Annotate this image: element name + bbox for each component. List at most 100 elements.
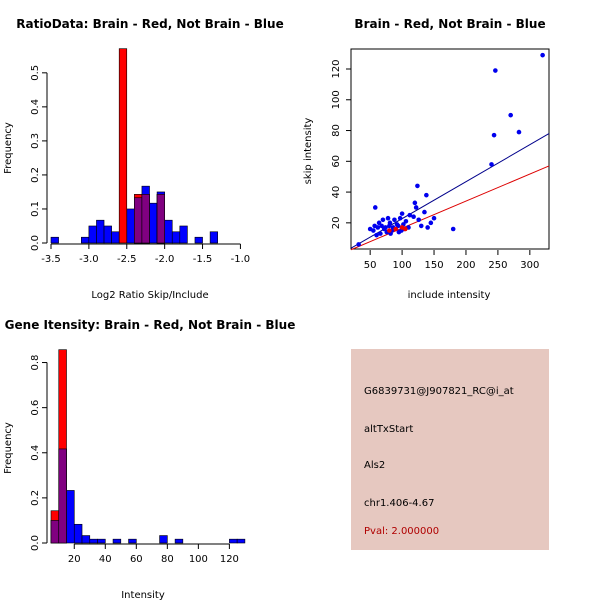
intensity-y-tick-label: 0.4 [30,445,41,461]
scatter-point-not-brain [374,232,379,238]
intensity-bar-not-brain [97,538,106,544]
intensity-histogram-axes: 20 40 60 80 100 120 0.0 0.2 0.4 0.6 0.8 [30,355,239,565]
scatter-point-not-brain [375,225,381,230]
scatter-fit-line [350,133,550,249]
intensity-histogram-xlabel: Intensity [121,590,165,600]
intensity-y-tick-label: 0.2 [30,490,41,506]
ratio-bar-not-brain [171,231,181,244]
scatter-point-not-brain [403,219,409,224]
intensity-bar-not-brain [236,538,246,544]
ratio-histogram-ylabel: Frequency [3,122,14,174]
intensity-bar-not-brain [174,538,184,544]
intensity-bar-not-brain [229,538,238,544]
scatter-point-not-brain [372,205,378,210]
genomic-location: chr1.406-4.67 [364,498,435,509]
scatter-point-not-brain [411,214,416,219]
scatter-point-not-brain [415,183,420,189]
scatter-point-not-brain [356,242,361,247]
ratio-histogram-axes: -3.5 -3.0 -2.5 -2.0 -1.5 -1.0 0.0 0.1 0.2 0.3 0.4 0… [30,65,250,265]
intensity-histogram-title: Gene Itensity: Brain - Red, Not Brain - … [5,318,296,332]
ratio-y-tick-label: 0.2 [30,167,41,183]
intensity-y-tick-label: 0.0 [30,535,41,551]
scatter-xlabel: include intensity [408,290,491,301]
scatter-point-not-brain [489,162,494,167]
scatter-point-not-brain [378,231,383,236]
ratio-x-tick-label: -2.5 [117,254,137,265]
ratio-bar-not-brain [81,236,90,244]
scatter-ylabel: skip intensity [303,118,314,185]
intensity-histogram-panel: Gene Itensity: Brain - Red, Not Brain - … [3,318,295,600]
intensity-x-tick-label: 60 [130,554,143,565]
scatter-x-tick-label: 100 [393,260,412,271]
scatter-point-not-brain [431,215,437,221]
ratio-histogram-xlabel: Log2 Ratio Skip/Include [91,290,208,301]
intensity-histogram-bars [50,349,246,544]
scatter-point-not-brain [416,217,422,223]
scatter-axes: 50 100 150 200 250 300 20 40 60 80 100 120 [331,59,539,271]
scatter-y-tick-label: 80 [331,124,342,137]
intensity-x-tick-label: 100 [189,554,208,565]
scatter-title: Brain - Red, Not Brain - Blue [354,17,545,31]
intensity-x-tick-label: 120 [220,554,239,565]
scatter-point-not-brain [418,223,424,229]
ratio-bar-not-brain [149,202,158,244]
scatter-y-tick-label: 40 [331,186,342,199]
intensity-bar-not-brain [112,538,122,544]
scatter-point-not-brain [516,129,522,135]
ratio-bar-not-brain [88,225,97,244]
scatter-fit-line [350,165,550,251]
scatter-point-not-brain [491,132,497,138]
scatter-point-not-brain [395,223,401,229]
intensity-y-tick-label: 0.8 [30,355,41,371]
ratio-histogram-panel: RatioData: Brain - Red, Not Brain - Blue… [3,17,284,301]
intensity-bar-not-brain [66,490,75,544]
scatter-point-not-brain [387,220,393,226]
scatter-point-not-brain [383,225,388,230]
intensity-bar-not-brain [159,535,168,544]
intensity-bar-not-brain [73,523,83,544]
intensity-histogram-ylabel: Frequency [3,422,14,474]
ratio-bar-not-brain [126,208,135,244]
ratio-bar-overlap [134,197,143,244]
scatter-point-not-brain [540,52,545,58]
intensity-x-tick-label: 40 [99,554,112,565]
ratio-bar-overlap [156,194,165,244]
scatter-point-brain [402,226,408,232]
ratio-bar-not-brain [103,225,112,244]
scatter-plot-box [350,48,550,250]
scatter-point-not-brain [450,226,456,232]
scatter-point-not-brain [428,220,434,226]
ratio-y-tick-label: 0.1 [30,201,41,217]
scatter-point-not-brain [407,212,413,218]
scatter-y-tick-label: 60 [331,155,342,168]
scatter-point-not-brain [380,217,386,223]
scatter-point-brain [387,228,392,233]
scatter-point-not-brain [412,200,418,206]
ratio-bar-not-brain [194,236,203,244]
scatter-points [356,52,545,247]
scatter-point-brain [393,226,399,232]
ratio-x-tick-label: -1.0 [231,254,251,265]
info-panel: G6839731@J907821_RC@i_at altTxStart Als2… [351,349,549,550]
scatter-point-not-brain [376,220,382,226]
ratio-bar-not-brain [209,231,218,244]
ratio-histogram-title: RatioData: Brain - Red, Not Brain - Blue [16,17,283,31]
intensity-bar-not-brain [128,538,137,544]
probe-id: G6839731@J907821_RC@i_at [364,386,514,397]
ratio-histogram-bars [50,48,218,244]
scatter-point-not-brain [399,211,405,216]
ratio-x-tick-label: -3.0 [79,254,99,265]
scatter-x-tick-label: 300 [520,260,539,271]
scatter-y-tick-label: 20 [331,216,342,229]
ratio-y-tick-label: 0.5 [30,65,41,81]
intensity-x-tick-label: 20 [68,554,81,565]
intensity-bar-overlap [50,520,60,544]
scatter-point-not-brain [397,215,403,221]
event-type: altTxStart [364,424,414,435]
scatter-point-not-brain [493,68,498,73]
gene-name: Als2 [364,460,386,471]
scatter-y-tick-label: 120 [331,59,342,78]
scatter-point-not-brain [425,225,430,230]
intensity-x-tick-label: 80 [161,554,174,565]
